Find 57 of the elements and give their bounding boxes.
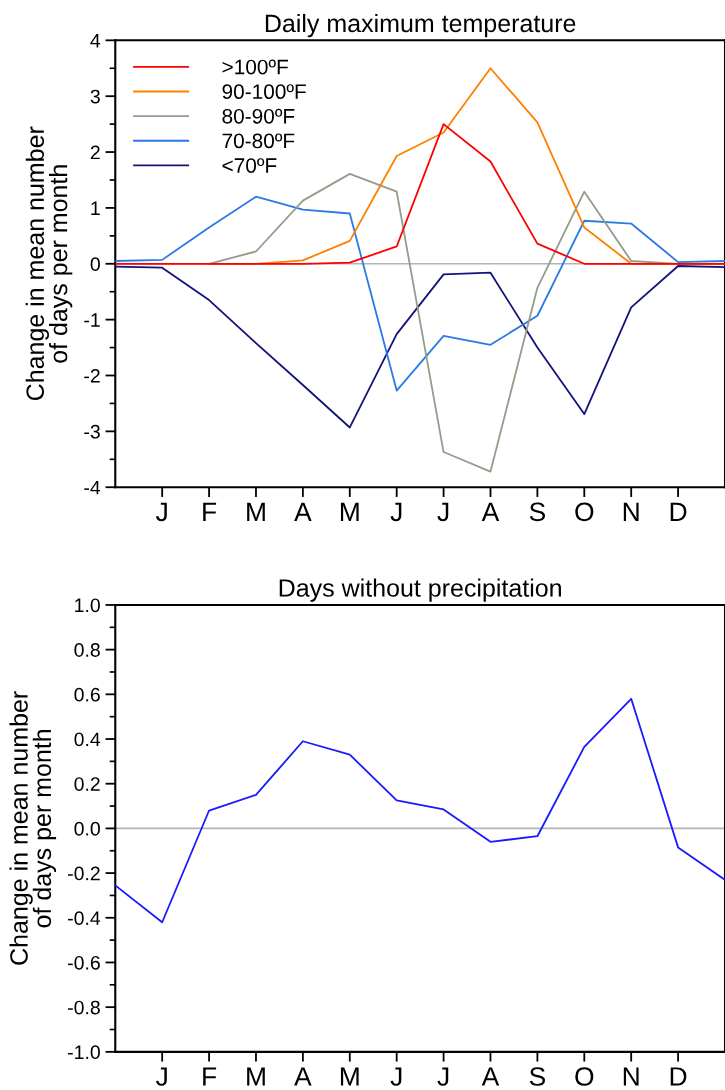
x-tick-label: F [203,502,217,521]
x-tick-label: N [623,1067,639,1086]
y-tick-label: -1 [84,313,100,327]
x-tick-label: J [155,502,167,522]
y-tick-label: -0.8 [68,1000,100,1015]
x-tick-label: S [529,502,545,522]
x-tick-label: F [203,1067,217,1086]
x-tick-label: O [575,502,594,522]
y-tick-label: 0.4 [74,732,101,747]
y-tick-label: 0.0 [74,821,100,836]
x-tick-label: M [340,1067,359,1086]
y-tick-label: 0.6 [74,687,100,702]
line-series [115,697,725,924]
line-series [115,123,725,265]
line-series [115,265,725,429]
y-axis-title: Change in mean number of days per month [9,691,57,965]
y-tick-label: 1.0 [75,598,100,613]
y-tick-label: -4 [84,480,101,495]
x-tick-label: A [481,1067,500,1086]
chart-title: Days without precipitation [279,578,561,602]
x-tick-label: M [247,502,265,521]
y-tick-label: -3 [84,424,100,439]
x-tick-label: J [155,1067,167,1086]
legend-label: 70-80ºF [222,133,295,149]
line-series [115,195,725,392]
x-tick-label: O [575,1067,594,1086]
y-tick-label: -0.2 [68,866,100,881]
x-tick-label: S [529,1067,545,1086]
x-tick-label: N [623,502,639,521]
legend-label: 80-90ºF [222,108,295,124]
y-tick-label: 3 [90,89,100,104]
x-tick-label: M [247,1067,265,1086]
y-tick-label: 0 [90,257,100,272]
y-tick-label: -0.6 [68,955,100,970]
x-tick-label: A [294,502,312,521]
legend-label: 90-100ºF [222,84,306,100]
x-tick-label: M [340,502,359,521]
x-tick-label: D [670,502,687,521]
y-tick-label: 4 [90,34,101,48]
chart-title: Daily maximum temperature [265,13,576,38]
x-tick-label: A [294,1067,312,1086]
x-tick-label: D [670,1067,687,1086]
x-tick-label: A [481,502,500,521]
y-tick-label: 0.8 [74,643,100,657]
x-tick-label: J [437,502,449,522]
x-tick-label: J [437,1067,449,1086]
y-tick-label: -2 [84,368,100,383]
y-tick-label: 2 [90,145,100,160]
y-axis-title: Change in mean number of days per month [25,126,73,401]
y-tick-label: 0.2 [74,777,100,791]
legend-label: <70ºF [222,158,277,173]
y-tick-label: 1 [91,201,100,215]
y-tick-label: -0.4 [68,911,101,926]
y-tick-label: -1.0 [68,1045,100,1060]
x-tick-label: J [390,1067,402,1086]
legend-label: >100ºF [222,59,288,75]
x-tick-label: J [390,502,402,522]
